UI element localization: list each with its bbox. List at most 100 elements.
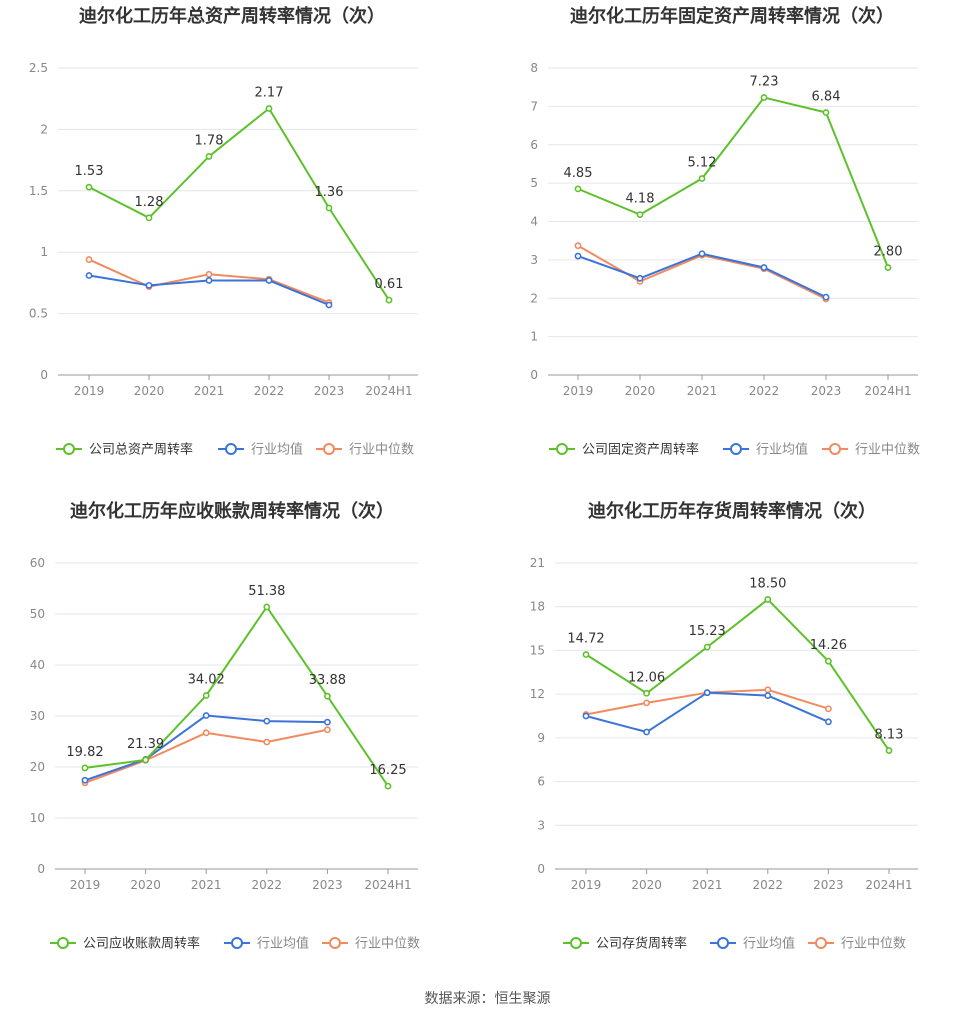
data-point-company — [825, 657, 832, 665]
y-tick-label: 9 — [537, 731, 545, 745]
x-tick-label: 2021 — [687, 384, 718, 398]
legend-item-median: 行业中位数 — [316, 443, 414, 458]
legend-item-company: 公司存货周转率 — [563, 936, 687, 952]
y-tick-label: 0.5 — [29, 307, 48, 321]
y-tick-label: 6 — [537, 775, 545, 789]
data-point-avg — [265, 277, 273, 284]
data-point-avg — [85, 272, 93, 279]
x-tick-label: 2022 — [254, 384, 285, 398]
y-tick-label: 0 — [40, 368, 48, 382]
chart-panel-2: 迪尔化工历年固定资产周转率情况（次） 0 1 2 3 4 5 6 7 8 2019 2020 2021 2… — [530, 5, 920, 458]
data-label: 1.53 — [75, 164, 104, 179]
y-tick-label: 7 — [530, 99, 538, 113]
x-tick-label: 2022 — [753, 878, 784, 892]
y-tick-label: 4 — [530, 215, 538, 229]
data-point-avg — [825, 718, 832, 726]
data-point-median — [202, 729, 210, 737]
chart-panel-1: 迪尔化工历年总资产周转率情况（次） 0 0.5 1 1.5 2 2.5 2019 2020 202… — [29, 5, 418, 458]
data-point-company — [703, 643, 711, 651]
data-label: 12.06 — [628, 670, 665, 685]
y-tick-label: 6 — [530, 138, 538, 152]
legend-label: 公司总资产周转率 — [89, 442, 193, 458]
data-point-company — [81, 764, 89, 772]
data-point-median — [323, 726, 331, 734]
data-point-avg — [760, 264, 768, 271]
data-label: 18.50 — [749, 576, 786, 591]
legend-swatch-marker — [225, 443, 237, 455]
y-tick-label: 2 — [40, 122, 48, 136]
x-tick-label: 2024H1 — [364, 878, 411, 892]
legend-swatch-marker — [57, 937, 69, 949]
y-tick-label: 12 — [530, 687, 545, 701]
data-point-company — [884, 264, 892, 271]
y-tick-label: 60 — [30, 556, 45, 570]
legend-item-avg: 行业均值 — [723, 442, 808, 458]
x-tick-label: 2020 — [130, 878, 161, 892]
series-line-company — [585, 598, 890, 752]
data-label: 34.02 — [188, 672, 225, 687]
y-tick-label: 30 — [30, 709, 45, 723]
data-label: 1.36 — [315, 185, 344, 200]
legend-label: 公司存货周转率 — [596, 936, 687, 952]
series-line-median — [84, 728, 328, 784]
x-tick-label: 2023 — [811, 384, 842, 398]
data-point-company — [265, 105, 273, 112]
legend-item-company: 公司总资产周转率 — [56, 442, 193, 458]
data-point-company — [582, 651, 590, 658]
legend-label: 行业均值 — [743, 936, 795, 952]
x-tick-label: 2023 — [312, 878, 343, 892]
data-point-avg — [636, 274, 644, 282]
data-point-company — [202, 692, 210, 699]
data-point-avg — [643, 728, 650, 736]
x-tick-label: 2023 — [314, 384, 345, 398]
legend-swatch-marker — [556, 443, 568, 455]
legend-swatch-marker — [717, 937, 729, 949]
legend-label: 行业均值 — [251, 442, 303, 458]
data-point-company — [323, 692, 331, 700]
x-tick-label: 2021 — [194, 384, 225, 398]
legend-swatch-marker — [323, 443, 335, 455]
legend-label: 行业中位数 — [355, 937, 420, 952]
y-tick-label: 18 — [530, 600, 545, 614]
data-point-company — [142, 756, 149, 764]
series-line-company — [84, 605, 389, 787]
legend-swatch-marker — [329, 937, 341, 949]
chart-title: 迪尔化工历年存货周转率情况（次） — [588, 500, 876, 522]
y-tick-label: 3 — [537, 818, 545, 832]
legend-item-company: 公司固定资产周转率 — [549, 442, 699, 458]
y-tick-label: 1.5 — [29, 184, 48, 198]
data-label: 8.13 — [875, 728, 904, 743]
data-label: 4.18 — [626, 192, 655, 207]
legend-item-median: 行业中位数 — [322, 937, 420, 952]
data-point-median — [205, 270, 213, 278]
legend-label: 公司应收账款周转率 — [83, 936, 200, 952]
x-tick-label: 2023 — [813, 878, 844, 892]
x-tick-label: 2024H1 — [864, 384, 911, 398]
y-tick-label: 15 — [530, 643, 545, 657]
x-tick-label: 2021 — [692, 878, 723, 892]
data-point-company — [384, 782, 392, 790]
data-point-median — [85, 256, 93, 263]
data-point-company — [385, 296, 393, 304]
y-tick-label: 50 — [30, 607, 45, 621]
y-tick-label: 8 — [530, 61, 538, 75]
data-point-avg — [764, 692, 772, 699]
data-point-company — [636, 211, 644, 218]
chart-panel-3: 迪尔化工历年应收账款周转率情况（次） 0 10 20 30 40 50 60 2019 2020 2… — [30, 500, 420, 952]
legend-label: 行业均值 — [756, 442, 808, 458]
x-tick-label: 2020 — [631, 878, 662, 892]
data-point-avg — [81, 776, 89, 784]
y-tick-label: 1 — [530, 330, 538, 344]
legend-label: 行业中位数 — [855, 443, 920, 458]
legend-label: 行业中位数 — [841, 937, 906, 952]
data-point-avg — [202, 712, 210, 719]
legend-swatch-marker — [231, 937, 243, 949]
x-tick-label: 2024H1 — [865, 878, 912, 892]
data-label: 21.39 — [127, 737, 164, 752]
data-point-company — [85, 183, 93, 191]
legend-item-median: 行业中位数 — [822, 443, 920, 458]
x-tick-label: 2022 — [749, 384, 780, 398]
y-tick-label: 21 — [530, 556, 545, 570]
data-label: 14.26 — [810, 638, 847, 653]
